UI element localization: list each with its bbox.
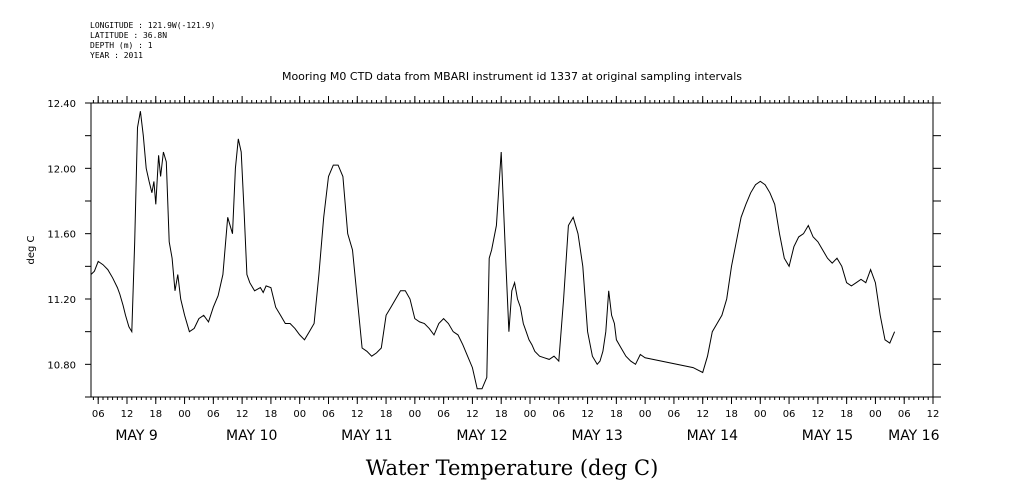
x-tick-label: 06 — [898, 409, 911, 420]
x-tick-label: 18 — [725, 409, 738, 420]
x-day-label: MAY 9 — [115, 428, 157, 444]
longitude-text: LONGITUDE : 121.9W(-121.9) — [90, 21, 216, 30]
x-tick-label: 12 — [121, 409, 134, 420]
x-tick-label: 12 — [236, 409, 249, 420]
x-day-label: MAY 12 — [456, 428, 507, 444]
depth-text: DEPTH (m) : 1 — [90, 41, 153, 50]
x-tick-label: 06 — [437, 409, 450, 420]
y-tick-label: 11.20 — [47, 295, 76, 306]
x-tick-label: 06 — [322, 409, 335, 420]
x-day-label: MAY 14 — [687, 428, 738, 444]
x-tick-label: 12 — [811, 409, 824, 420]
x-day-label: MAY 11 — [341, 428, 392, 444]
x-tick-label: 12 — [696, 409, 709, 420]
x-tick-label: 00 — [639, 409, 652, 420]
temperature-series-line — [90, 111, 896, 390]
y-axis-label: deg C — [26, 235, 37, 264]
y-tick-label: 11.60 — [47, 230, 76, 241]
x-tick-label: 18 — [840, 409, 853, 420]
x-tick-label: 00 — [178, 409, 191, 420]
x-tick-label: 06 — [552, 409, 565, 420]
y-tick-label: 12.00 — [47, 164, 76, 175]
x-tick-label: 12 — [351, 409, 364, 420]
y-tick-label: 12.40 — [47, 99, 76, 110]
x-tick-label: 12 — [581, 409, 594, 420]
x-tick-label: 06 — [207, 409, 220, 420]
ticks-layer: 06 12 18 00 06 12 18 00 06 12 18 00 06 12 18 00 06 12 18 00… — [47, 96, 941, 444]
x-tick-label: 00 — [293, 409, 306, 420]
x-tick-label: 12 — [466, 409, 479, 420]
x-tick-label: 12 — [927, 409, 940, 420]
x-tick-label: 00 — [869, 409, 882, 420]
x-day-label: MAY 13 — [571, 428, 622, 444]
plot-frame — [90, 102, 934, 398]
x-tick-label: 00 — [754, 409, 767, 420]
x-tick-label: 00 — [408, 409, 421, 420]
x-tick-label: 18 — [380, 409, 393, 420]
x-tick-label: 18 — [265, 409, 278, 420]
x-tick-label: 18 — [495, 409, 508, 420]
station-metadata: LONGITUDE : 121.9W(-121.9) LATITUDE : 36… — [90, 21, 215, 61]
y-tick-label: 10.80 — [47, 360, 76, 371]
x-day-label: MAY 15 — [802, 428, 853, 444]
x-tick-label: 06 — [92, 409, 105, 420]
x-tick-label: 06 — [668, 409, 681, 420]
x-tick-label: 00 — [524, 409, 537, 420]
footer-title: Water Temperature (deg C) — [366, 456, 659, 480]
x-tick-label: 18 — [610, 409, 623, 420]
year-text: YEAR : 2011 — [90, 51, 143, 60]
chart-title: Mooring M0 CTD data from MBARI instrumen… — [282, 70, 742, 83]
x-tick-label: 06 — [783, 409, 796, 420]
latitude-text: LATITUDE : 36.8N — [90, 31, 168, 40]
x-day-label: MAY 16 — [888, 428, 939, 444]
x-day-label: MAY 10 — [226, 428, 277, 444]
x-tick-label: 18 — [149, 409, 162, 420]
